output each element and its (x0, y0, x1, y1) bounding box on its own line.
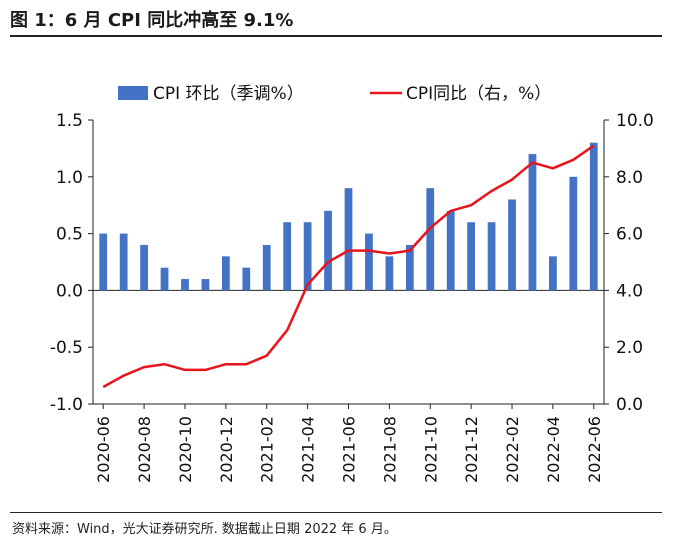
line-series (102, 144, 595, 389)
x-axis-ticks: 2020-06 2020-08 2020-10 2020-12 2021-02 2021-… (94, 404, 604, 483)
bar (365, 233, 373, 291)
bar (405, 244, 414, 291)
bar-series (99, 142, 598, 291)
bar (181, 279, 189, 291)
x-tick-label: 2021-08 (380, 416, 399, 483)
x-tick-label: 2021-04 (299, 416, 318, 483)
right-tick-label: 10.0 (616, 111, 654, 131)
bar (426, 188, 435, 291)
legend-bar-label: CPI 环比（季调%） (153, 84, 304, 104)
legend: CPI 环比（季调%） CPI同比（右，%） (118, 84, 551, 104)
bar (303, 222, 312, 291)
left-tick-label: 0.0 (56, 281, 83, 301)
x-tick-label: 2021-02 (258, 416, 277, 483)
bar (119, 233, 128, 291)
bar (99, 233, 108, 291)
source-note: 资料来源：Wind，光大证券研究所. 数据截止日期 2022 年 6 月。 (12, 522, 397, 537)
x-tick-label: 2020-12 (217, 416, 236, 483)
bar (569, 176, 578, 291)
bar (528, 154, 537, 291)
x-tick-label: 2022-04 (544, 416, 563, 483)
bar (324, 210, 332, 291)
left-tick-label: -1.0 (50, 395, 83, 415)
x-tick-label: 2021-12 (462, 416, 481, 483)
bar (549, 256, 557, 291)
bar (589, 142, 598, 291)
right-tick-label: 8.0 (616, 168, 643, 188)
bottom-rule (10, 512, 662, 513)
x-tick-label: 2020-06 (94, 416, 113, 483)
chart-title: 图 1：6 月 CPI 同比冲高至 9.1% (10, 10, 294, 31)
bar (467, 222, 476, 291)
bar (160, 267, 169, 291)
x-tick-label: 2022-02 (503, 416, 522, 483)
bar (487, 222, 496, 291)
bar (446, 210, 455, 291)
bar (283, 222, 292, 291)
bar (221, 256, 230, 291)
bar (262, 244, 271, 291)
left-axis-ticks: 1.5 1.0 0.5 0.0 -0.5 -1.0 (50, 111, 93, 415)
x-tick-label: 2021-10 (421, 416, 440, 483)
right-axis-ticks: 10.0 8.0 6.0 4.0 2.0 0.0 (604, 111, 654, 415)
left-tick-label: 1.0 (56, 168, 83, 188)
bar (140, 244, 148, 291)
left-tick-label: 0.5 (56, 225, 83, 245)
bar (508, 199, 516, 291)
x-tick-label: 2020-10 (176, 416, 195, 483)
bar (385, 256, 394, 291)
left-tick-label: -0.5 (50, 338, 83, 358)
legend-bar-swatch (118, 86, 148, 100)
x-tick-label: 2022-06 (585, 416, 604, 483)
right-tick-label: 6.0 (616, 225, 643, 245)
bar (344, 188, 353, 291)
x-tick-label: 2021-06 (340, 416, 359, 483)
left-tick-label: 1.5 (56, 111, 83, 131)
x-tick-label: 2020-08 (135, 416, 154, 483)
legend-line-label: CPI同比（右，%） (406, 84, 551, 104)
bar (242, 267, 251, 291)
cpi-yoy-line (102, 144, 595, 389)
right-tick-label: 4.0 (616, 281, 643, 301)
bar (201, 279, 210, 291)
right-tick-label: 0.0 (616, 395, 643, 415)
top-rule (10, 35, 662, 37)
right-tick-label: 2.0 (616, 338, 643, 358)
